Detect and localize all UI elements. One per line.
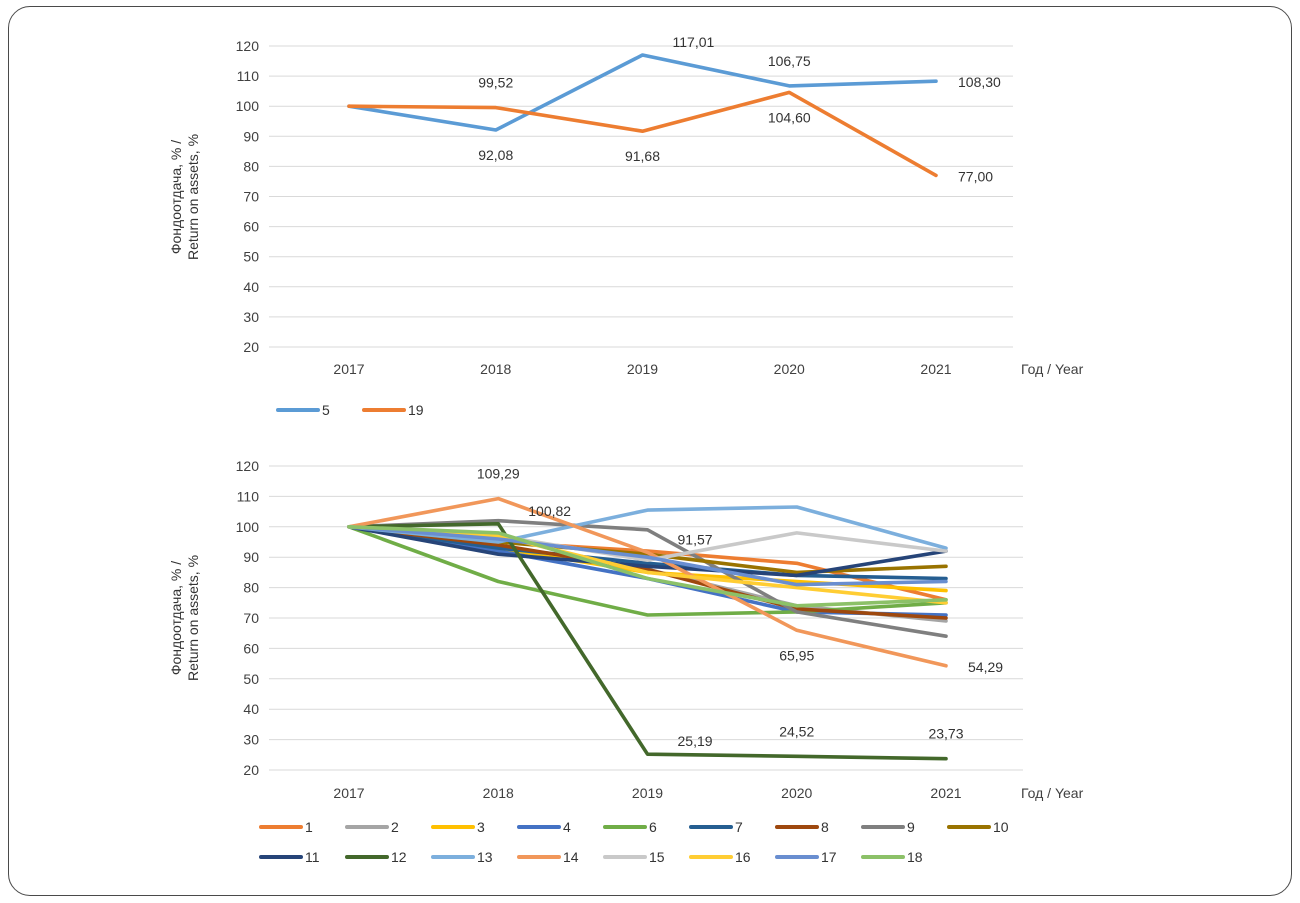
- y-tick-label: 40: [243, 279, 259, 295]
- legend-label-5: 5: [322, 402, 330, 418]
- series-line-16: [347, 524, 948, 605]
- legend-label-7: 7: [735, 819, 743, 835]
- legend-label-18: 18: [907, 849, 923, 865]
- y-tick-label: 110: [237, 488, 260, 504]
- data-label: 24,52: [779, 723, 814, 739]
- y-tick-label: 70: [243, 610, 259, 626]
- legend-label-10: 10: [993, 819, 1009, 835]
- x-axis-title: Год / Year: [1021, 361, 1084, 377]
- legend-label-16: 16: [735, 849, 751, 865]
- chart-1: 20 30 40 50 60 70 80 90 100 110 120 2017 2018 2019 202…: [168, 34, 1084, 418]
- data-label: 109,29: [477, 466, 520, 482]
- y-tick-label: 100: [236, 98, 260, 114]
- data-label: 65,95: [779, 647, 814, 663]
- series-line-12: [347, 521, 948, 761]
- series-line-9: [347, 518, 948, 639]
- y-axis-title-line: Фондоотдача, % /: [168, 561, 184, 675]
- x-tick-label: 2018: [480, 361, 511, 377]
- series-line-19: [347, 90, 938, 178]
- series-line-18: [347, 524, 948, 608]
- legend-label-4: 4: [563, 819, 571, 835]
- data-label: 25,19: [678, 733, 713, 749]
- y-axis-title: Фондоотдача, % /Return on assets, %: [168, 134, 201, 260]
- y-axis-title-line: Return on assets, %: [185, 555, 201, 681]
- data-label: 91,57: [678, 531, 713, 547]
- x-tick-label: 2018: [483, 785, 514, 801]
- y-tick-label: 80: [243, 158, 259, 174]
- legend-label-13: 13: [477, 849, 493, 865]
- y-tick-label: 40: [243, 701, 259, 717]
- legend-label-14: 14: [563, 849, 579, 865]
- y-tick-label: 60: [243, 219, 259, 235]
- y-tick-label: 70: [243, 189, 259, 205]
- data-label: 117,01: [673, 34, 715, 50]
- legend-label-6: 6: [649, 819, 657, 835]
- data-label: 104,60: [768, 109, 811, 125]
- series-line-5: [347, 53, 938, 132]
- data-label: 91,68: [625, 148, 660, 164]
- y-tick-label: 120: [236, 458, 260, 474]
- legend-label-11: 11: [305, 849, 320, 865]
- y-axis-title: Фондоотдача, % /Return on assets, %: [168, 555, 201, 681]
- series-line-14: [347, 496, 948, 668]
- y-tick-label: 90: [243, 128, 259, 144]
- series-line-6: [347, 524, 948, 617]
- legend-label-3: 3: [477, 819, 485, 835]
- x-tick-label: 2019: [632, 785, 663, 801]
- x-axis-title: Год / Year: [1021, 785, 1084, 801]
- data-label: 23,73: [928, 726, 963, 742]
- y-tick-label: 30: [243, 309, 259, 325]
- data-label: 100,82: [528, 503, 571, 519]
- legend-label-19: 19: [408, 402, 424, 418]
- legend-label-1: 1: [305, 819, 313, 835]
- x-tick-label: 2021: [920, 361, 951, 377]
- series-line-17: [347, 524, 948, 587]
- y-tick-label: 60: [243, 640, 259, 656]
- y-axis-title-line: Фондоотдача, % /: [168, 140, 184, 254]
- legend-label-17: 17: [821, 849, 837, 865]
- series-line-8: [347, 524, 948, 620]
- legend-label-12: 12: [391, 849, 407, 865]
- legend-label-15: 15: [649, 849, 665, 865]
- y-tick-label: 110: [237, 68, 260, 84]
- x-tick-label: 2020: [774, 361, 805, 377]
- data-label: 77,00: [958, 168, 993, 184]
- x-tick-label: 2017: [333, 785, 364, 801]
- data-label: 92,08: [478, 147, 513, 163]
- y-tick-label: 90: [243, 549, 259, 565]
- series-line-11: [347, 524, 948, 578]
- series-line-13: [347, 505, 948, 550]
- y-tick-label: 50: [243, 671, 259, 687]
- y-tick-label: 20: [243, 339, 259, 355]
- series-line-7: [347, 524, 948, 581]
- y-tick-label: 80: [243, 580, 259, 596]
- legend-label-8: 8: [821, 819, 829, 835]
- data-label: 108,30: [958, 74, 1001, 90]
- x-tick-label: 2021: [930, 785, 961, 801]
- data-label: 106,75: [768, 53, 811, 69]
- figure-frame: 20 30 40 50 60 70 80 90 100 110 120 2017 2018 2019 202…: [8, 6, 1292, 896]
- y-axis-title-line: Return on assets, %: [185, 134, 201, 260]
- x-tick-label: 2017: [333, 361, 364, 377]
- data-label: 99,52: [478, 75, 513, 91]
- legend-label-9: 9: [907, 819, 915, 835]
- y-tick-label: 120: [236, 38, 260, 54]
- y-tick-label: 50: [243, 249, 259, 265]
- x-tick-label: 2020: [781, 785, 812, 801]
- x-tick-label: 2019: [627, 361, 658, 377]
- y-tick-label: 100: [236, 519, 260, 535]
- data-label: 54,29: [968, 659, 1003, 675]
- y-tick-label: 20: [243, 762, 259, 778]
- legend-label-2: 2: [391, 819, 399, 835]
- y-tick-label: 30: [243, 732, 259, 748]
